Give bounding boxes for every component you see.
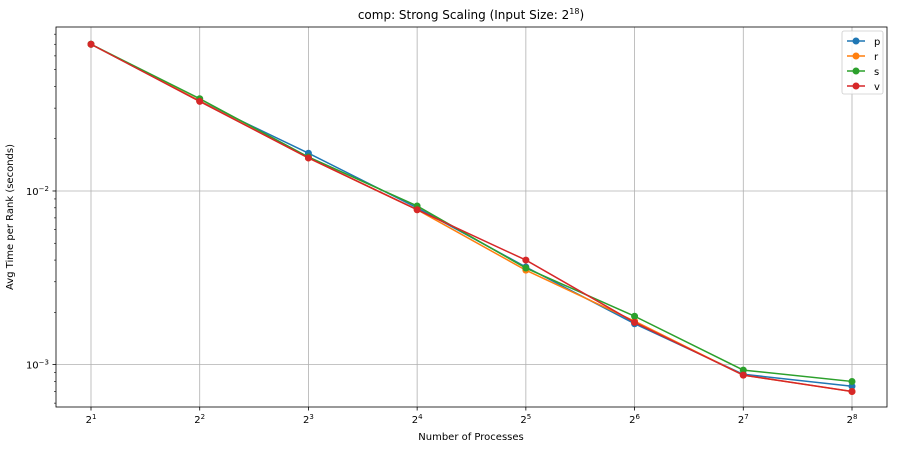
data-point-s — [739, 366, 747, 374]
data-point-v — [631, 318, 639, 326]
plot-area-frame — [55, 26, 888, 408]
x-tick-label: 22 — [194, 413, 205, 426]
axis-ticks: 21 22 23 24 25 26 27 28 10−2 10−3 — [26, 33, 858, 426]
legend-marker-r — [852, 52, 860, 60]
series-lines — [87, 40, 856, 396]
legend-label-r: r — [874, 52, 879, 63]
data-point-p — [848, 382, 856, 390]
data-point-v — [413, 206, 421, 214]
data-point-v — [848, 388, 856, 396]
chart-title: comp: Strong Scaling (Input Size: 218) — [358, 7, 584, 22]
data-point-s — [522, 264, 530, 272]
y-tick-label: 10−2 — [26, 185, 49, 198]
x-tick-label: 26 — [629, 413, 640, 426]
legend-box — [841, 30, 884, 95]
x-tick-label: 27 — [738, 413, 749, 426]
x-tick-label: 25 — [520, 413, 531, 426]
chart-title-main: comp: Strong Scaling (Input Size: 2 — [358, 8, 569, 22]
chart-title-superscript: 18 — [569, 7, 579, 16]
legend-marker-p — [852, 37, 860, 45]
x-tick-label: 28 — [847, 413, 858, 426]
legend-label-v: v — [874, 82, 880, 93]
legend-label-s: s — [874, 67, 879, 78]
x-tick-label: 21 — [86, 413, 97, 426]
data-point-v — [87, 40, 95, 48]
legend-marker-v — [852, 82, 860, 90]
x-tick-label: 23 — [303, 413, 314, 426]
y-axis-label: Avg Time per Rank (seconds) — [5, 144, 16, 290]
data-point-v — [739, 371, 747, 379]
x-axis-label: Number of Processes — [418, 432, 523, 443]
x-tick-label: 24 — [412, 413, 423, 426]
data-point-v — [196, 97, 204, 105]
data-point-v — [522, 256, 530, 264]
legend-label-p: p — [874, 37, 880, 48]
data-point-v — [304, 154, 312, 162]
data-point-s — [631, 312, 639, 320]
series-line-v — [90, 43, 853, 393]
chart-title-end: ) — [579, 8, 584, 22]
y-tick-label: 10−3 — [26, 359, 49, 372]
data-point-s — [848, 377, 856, 385]
series-line-s — [90, 43, 853, 383]
legend-marker-s — [852, 67, 860, 75]
